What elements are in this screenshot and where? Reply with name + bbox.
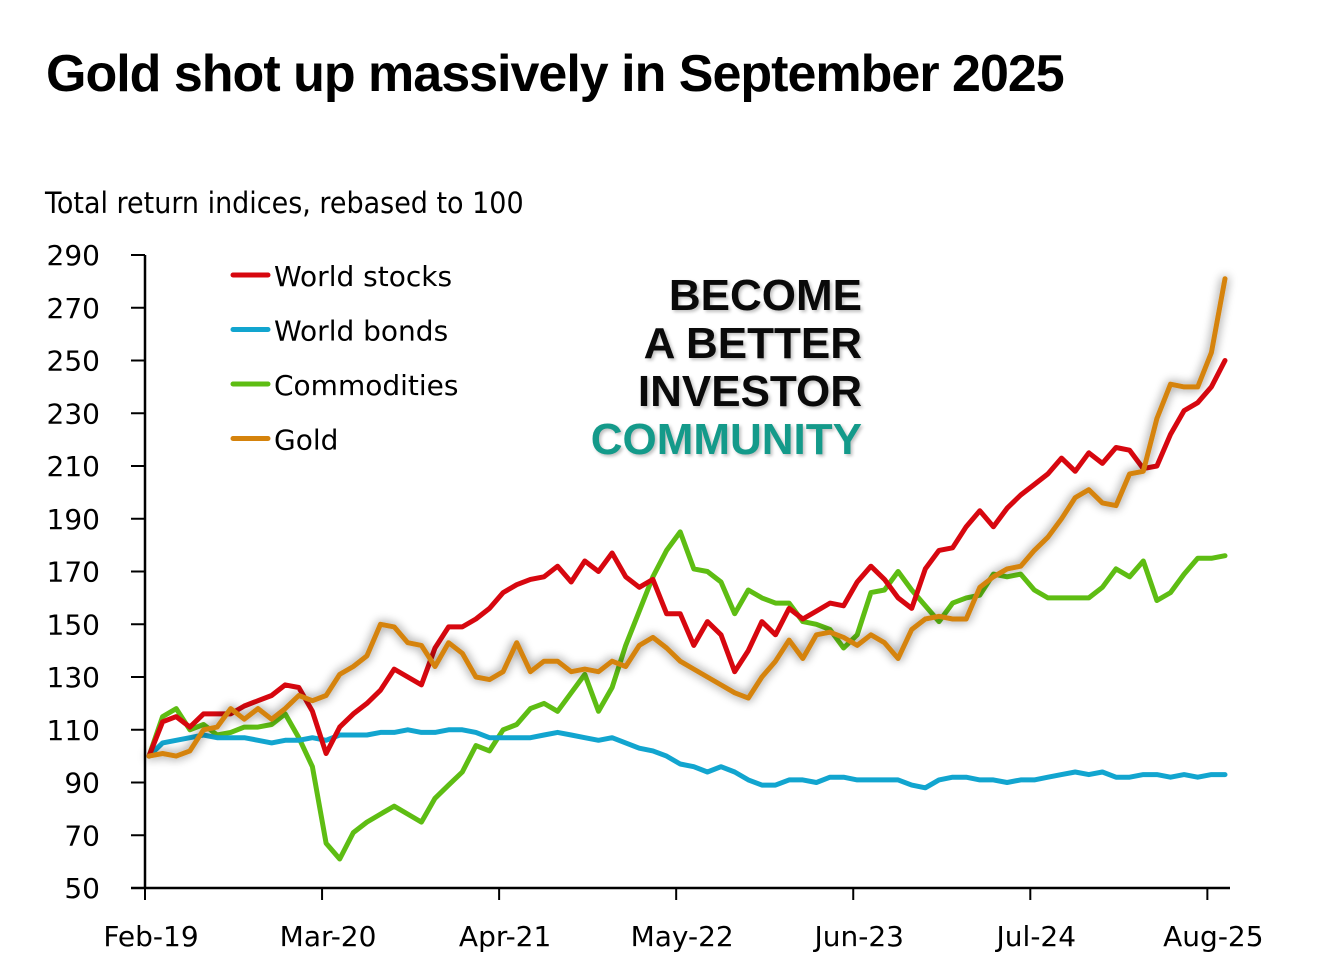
legend-label: World bonds (274, 315, 448, 348)
series-line-world-bonds (146, 727, 1228, 791)
series-line-world-stocks (146, 358, 1228, 759)
y-tick-label: 290 (47, 239, 100, 272)
series-layer (146, 276, 1228, 862)
legend-label: Commodities (274, 369, 459, 402)
x-tick-label: Apr-21 (459, 920, 551, 953)
x-tick-label: Mar-20 (280, 920, 377, 953)
y-axis-description: Total return indices, rebased to 100 (45, 186, 524, 220)
promo-line-1: BECOME (668, 271, 862, 320)
legend-item-world-bonds: World bonds (230, 315, 448, 348)
y-tick-label: 210 (47, 450, 100, 483)
x-tick-label: Jun-23 (812, 920, 903, 953)
series-line-commodities (146, 529, 1228, 862)
y-tick-label: 90 (64, 767, 100, 800)
series-line-gold (146, 276, 1228, 759)
promo-accent-line: COMMUNITY (590, 415, 862, 464)
x-tick-label: Feb-19 (103, 920, 198, 953)
x-tick-label: Jul-24 (995, 920, 1077, 953)
promo-watermark: BECOME A BETTER INVESTOR COMMUNITY (591, 272, 862, 464)
y-tick-label: 130 (47, 661, 100, 694)
x-tick-label: May-22 (631, 920, 734, 953)
axes: 50 70 90 110 130 150 170 190 210 230 250 270 290 Feb-… (47, 239, 1264, 953)
chart-title: Gold shot up massively in September 2025 (46, 45, 1065, 103)
y-tick-label: 70 (64, 819, 100, 852)
promo-line-2: A BETTER (643, 319, 862, 368)
y-tick-label: 230 (47, 397, 100, 430)
legend-item-commodities: Commodities (230, 369, 459, 402)
legend-item-gold: Gold (230, 424, 338, 457)
y-tick-label: 270 (47, 292, 100, 325)
y-tick-label: 50 (64, 872, 100, 905)
legend-label: Gold (274, 424, 338, 457)
legend-label: World stocks (274, 260, 452, 293)
y-tick-label: 190 (47, 503, 100, 536)
y-tick-label: 250 (47, 345, 100, 378)
y-tick-label: 110 (47, 714, 100, 747)
promo-line-3: INVESTOR (637, 367, 862, 416)
legend-item-world-stocks: World stocks (230, 260, 452, 293)
legend: World stocks World bonds Commodities Gold (230, 260, 459, 457)
y-tick-label: 150 (47, 608, 100, 641)
y-tick-label: 170 (47, 556, 100, 589)
x-tick-label: Aug-25 (1163, 920, 1263, 953)
